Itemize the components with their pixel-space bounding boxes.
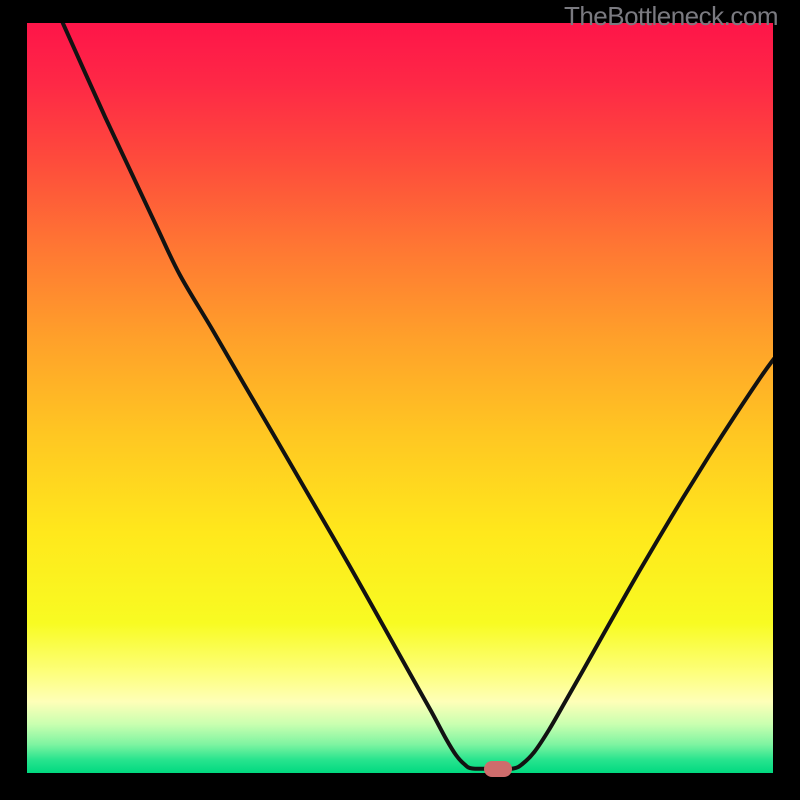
optimum-marker [484, 761, 512, 777]
gradient-background [27, 23, 773, 773]
bottleneck-chart: TheBottleneck.com [0, 0, 800, 800]
watermark-text: TheBottleneck.com [564, 1, 778, 32]
plot-area [27, 23, 773, 773]
